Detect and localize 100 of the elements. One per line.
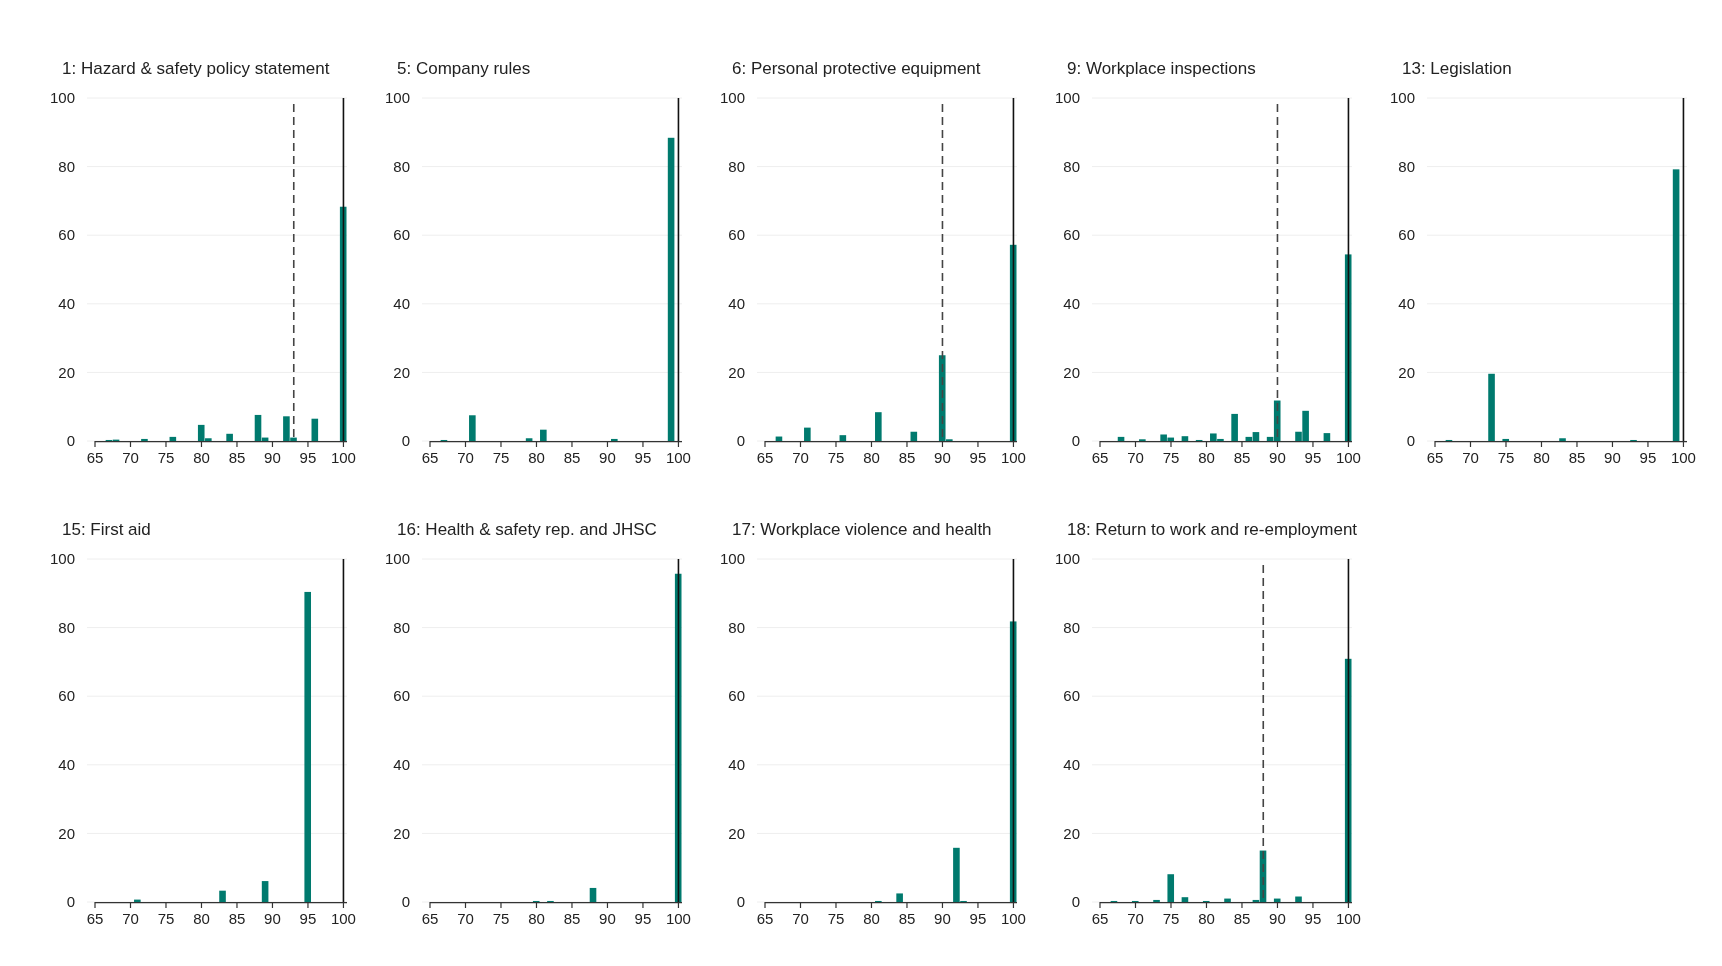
x-tick-label: 65 (756, 910, 774, 927)
y-tick-label: 80 (393, 618, 410, 636)
y-tick-label: 40 (393, 295, 410, 313)
y-tick-label: 100 (719, 550, 745, 568)
y-tick-label: 100 (719, 89, 745, 107)
x-tick-label: 70 (457, 449, 474, 466)
y-tick-label: 100 (49, 89, 75, 107)
x-tick-label: 95 (299, 449, 317, 466)
x-tick-label: 100 (330, 449, 356, 466)
x-tick-label: 100 (1000, 910, 1026, 927)
x-tick-label: 85 (228, 449, 246, 466)
chart-title: 9: Workplace inspections (1067, 59, 1256, 78)
y-tick-label: 0 (401, 432, 410, 450)
y-tick-label: 40 (58, 295, 75, 313)
chart-title: 18: Return to work and re-employment (1067, 520, 1358, 539)
x-tick-label: 65 (421, 910, 439, 927)
x-tick-label: 90 (934, 449, 951, 466)
x-tick-label: 70 (1462, 449, 1479, 466)
y-tick-label: 40 (728, 756, 745, 774)
x-tick-label: 100 (1670, 449, 1696, 466)
x-tick-label: 100 (1000, 449, 1026, 466)
y-tick-label: 80 (1398, 157, 1415, 175)
y-tick-label: 20 (393, 363, 410, 381)
x-tick-label: 65 (86, 910, 104, 927)
y-tick-label: 40 (1063, 295, 1080, 313)
chart-title: 15: First aid (62, 520, 151, 539)
y-tick-label: 80 (58, 618, 75, 636)
x-tick-label: 80 (863, 910, 880, 927)
x-tick-label: 65 (1426, 449, 1444, 466)
x-tick-label: 65 (1091, 449, 1109, 466)
y-tick-label: 0 (1406, 432, 1415, 450)
y-tick-label: 80 (58, 157, 75, 175)
x-tick-label: 100 (1335, 910, 1361, 927)
x-tick-label: 95 (299, 910, 317, 927)
y-tick-label: 60 (728, 226, 745, 244)
y-tick-label: 20 (58, 824, 75, 842)
y-tick-label: 40 (58, 756, 75, 774)
y-tick-label: 40 (728, 295, 745, 313)
x-tick-label: 75 (157, 910, 175, 927)
x-tick-label: 65 (756, 449, 774, 466)
x-tick-label: 80 (863, 449, 880, 466)
y-tick-label: 40 (1063, 756, 1080, 774)
y-tick-label: 60 (1063, 226, 1080, 244)
y-tick-label: 0 (1071, 893, 1080, 911)
y-tick-label: 20 (728, 363, 745, 381)
x-tick-label: 75 (157, 449, 175, 466)
x-tick-label: 70 (1127, 449, 1144, 466)
y-tick-label: 20 (728, 824, 745, 842)
x-tick-label: 75 (1162, 449, 1180, 466)
x-tick-label: 85 (228, 910, 246, 927)
y-tick-label: 0 (66, 893, 75, 911)
x-tick-label: 70 (1127, 910, 1144, 927)
x-tick-label: 85 (898, 910, 916, 927)
x-tick-label: 95 (1304, 449, 1322, 466)
x-tick-label: 100 (665, 449, 691, 466)
x-tick-label: 80 (528, 449, 545, 466)
chart-title: 1: Hazard & safety policy statement (62, 59, 330, 78)
x-tick-label: 80 (1198, 449, 1215, 466)
x-tick-label: 85 (1233, 449, 1251, 466)
x-tick-label: 80 (528, 910, 545, 927)
y-tick-label: 40 (1398, 295, 1415, 313)
y-tick-label: 60 (393, 687, 410, 705)
x-tick-label: 85 (898, 449, 916, 466)
x-tick-label: 85 (1233, 910, 1251, 927)
y-tick-label: 100 (384, 89, 410, 107)
x-tick-label: 65 (421, 449, 439, 466)
x-tick-label: 80 (1198, 910, 1215, 927)
y-tick-label: 80 (393, 157, 410, 175)
x-tick-label: 75 (827, 910, 845, 927)
y-tick-label: 20 (1398, 363, 1415, 381)
y-tick-label: 60 (728, 687, 745, 705)
y-tick-label: 80 (1063, 618, 1080, 636)
x-tick-label: 70 (122, 449, 139, 466)
x-tick-label: 95 (1639, 449, 1657, 466)
y-tick-label: 20 (1063, 824, 1080, 842)
x-tick-label: 95 (969, 449, 987, 466)
y-tick-label: 60 (58, 687, 75, 705)
x-tick-label: 90 (599, 910, 616, 927)
y-tick-label: 0 (66, 432, 75, 450)
x-tick-label: 90 (264, 910, 281, 927)
x-tick-label: 90 (264, 449, 281, 466)
x-tick-label: 95 (969, 910, 987, 927)
x-tick-label: 90 (1269, 449, 1286, 466)
x-tick-label: 100 (330, 910, 356, 927)
y-tick-label: 60 (393, 226, 410, 244)
chart-title: 5: Company rules (397, 59, 531, 78)
x-tick-label: 90 (1269, 910, 1286, 927)
x-tick-label: 65 (1091, 910, 1109, 927)
x-tick-label: 90 (599, 449, 616, 466)
x-tick-label: 75 (1497, 449, 1515, 466)
y-tick-label: 80 (728, 157, 745, 175)
x-tick-label: 70 (457, 910, 474, 927)
x-tick-label: 95 (634, 910, 652, 927)
y-tick-label: 80 (728, 618, 745, 636)
x-tick-label: 70 (792, 910, 809, 927)
x-tick-label: 75 (827, 449, 845, 466)
y-tick-label: 20 (58, 363, 75, 381)
x-tick-label: 95 (634, 449, 652, 466)
x-tick-label: 95 (1304, 910, 1322, 927)
x-tick-label: 75 (492, 449, 510, 466)
